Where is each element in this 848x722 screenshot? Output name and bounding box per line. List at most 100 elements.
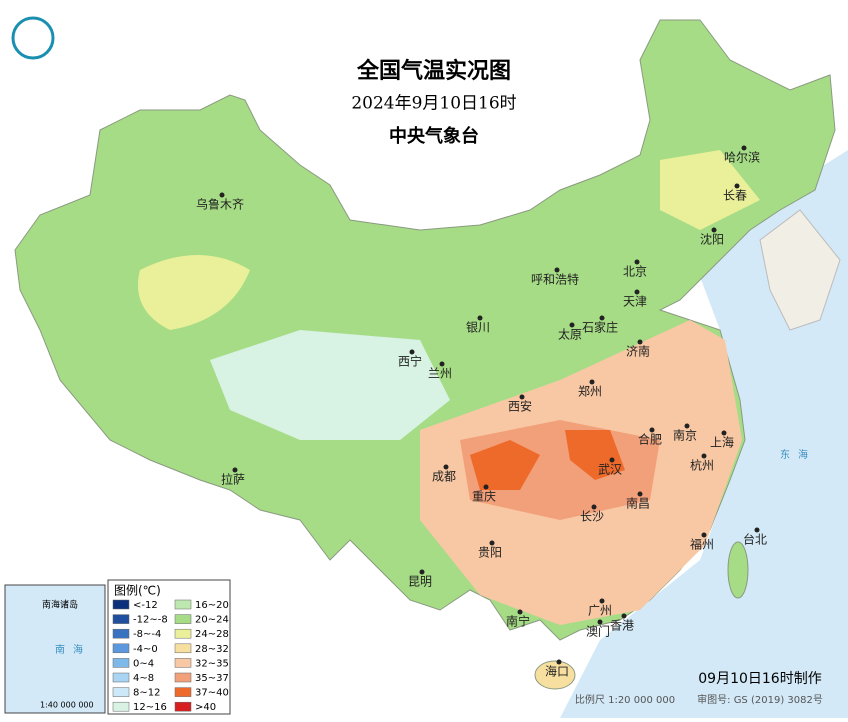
city-dot [599, 598, 605, 604]
legend-label: 37~40 [195, 688, 229, 699]
sea-label: 南海 [55, 643, 91, 656]
legend-label: 24~28 [195, 629, 229, 640]
city-label: 上海 [710, 435, 734, 450]
city-label: 福州 [690, 537, 714, 552]
temp-zone [470, 440, 540, 490]
inset [4, 584, 106, 714]
city-label: 南京 [673, 428, 697, 443]
legend-swatch [174, 614, 192, 624]
city-dot [589, 379, 595, 385]
city-dot [439, 361, 445, 367]
legend-label: 20~24 [195, 615, 229, 626]
city-dot [409, 349, 415, 355]
city-dot [477, 315, 483, 321]
approval: 审图号: GS (2019) 3082号 [697, 693, 823, 706]
city-dot [754, 527, 760, 533]
city-dot [591, 504, 597, 510]
org: 中央气象台 [389, 125, 479, 147]
taiwan [727, 541, 749, 599]
city-dot [483, 484, 489, 490]
scale: 比例尺 1:20 000 000 [575, 693, 675, 706]
inset-title: 南海诸岛 [42, 599, 78, 611]
city-dot [637, 491, 643, 497]
temp-zone [565, 430, 625, 480]
legend-swatch [174, 658, 192, 668]
city-label: 昆明 [408, 575, 432, 589]
legend-label: 28~32 [195, 644, 229, 655]
legend-label: 35~37 [195, 673, 229, 684]
city-label: 成都 [432, 470, 456, 484]
hainan [534, 660, 576, 690]
city-dot [232, 467, 238, 473]
city-label: 银川 [466, 321, 490, 335]
city-dot [637, 339, 643, 345]
legend-swatch [174, 701, 192, 712]
city-label: 重庆 [472, 490, 496, 504]
legend-swatch [112, 614, 130, 624]
city-dot [701, 532, 707, 538]
city-dot [711, 227, 717, 233]
legend-swatch [112, 658, 130, 668]
legend-swatch [112, 701, 130, 712]
city-label: 广州 [588, 604, 612, 618]
legend-items: <-12 -12~-8 -8~-4 -4~0 0~4 4~8 8~12 12~16 16~20 2… [112, 599, 229, 713]
city-label: 合肥 [638, 432, 662, 447]
city-label: 石家庄 [582, 320, 618, 335]
city-dot [634, 259, 640, 265]
city-label: 沈阳 [700, 232, 724, 247]
legend-label: 0~4 [133, 658, 154, 669]
city-label: 香港 [610, 619, 634, 633]
legend-label: 4~8 [133, 673, 154, 684]
city-label: 长沙 [580, 510, 604, 524]
temp-zone [138, 255, 250, 330]
city-label: 郑州 [578, 384, 602, 399]
city-dot [634, 289, 640, 295]
subtitle: 2024年9月10日16时 [351, 94, 516, 114]
city-label: 海口 [545, 664, 569, 679]
city-dot [701, 453, 707, 459]
legend-label: 32~35 [195, 658, 229, 669]
city-dot [517, 609, 523, 615]
city-dot [721, 430, 727, 436]
title: 全国气温实况图 [356, 58, 511, 84]
legend-swatch [174, 687, 192, 697]
legend-swatch [174, 643, 192, 654]
legend-label: -4~0 [133, 644, 158, 655]
city-dot [597, 619, 603, 625]
legend-swatch [112, 643, 130, 654]
city-label: 南昌 [626, 496, 650, 511]
city-dot [219, 192, 225, 198]
sea-label: 东海 [780, 448, 816, 461]
city-dot [419, 569, 425, 575]
legend-label: >40 [195, 702, 216, 713]
city-dot [741, 145, 747, 151]
city-dot [489, 540, 495, 546]
city-dot [621, 613, 627, 619]
legend-swatch [174, 628, 192, 639]
city-label: 哈尔滨 [724, 150, 760, 165]
city-label: 太原 [558, 327, 582, 342]
city-dot [649, 427, 655, 433]
city-label: 长春 [723, 189, 747, 203]
city-label: 武汉 [598, 463, 622, 477]
city-label: 天津 [623, 295, 647, 309]
city-label: 西宁 [398, 354, 422, 369]
city-label: 济南 [626, 344, 650, 359]
city-dot [569, 322, 575, 328]
legend-swatch [112, 687, 130, 697]
made-time: 09月10日16时制作 [698, 671, 821, 687]
city-dot [609, 457, 615, 463]
inset-scale: 1:40 000 000 [40, 701, 94, 710]
city-label: 南宁 [506, 614, 530, 629]
legend-swatch [174, 599, 192, 610]
city-dot [443, 464, 449, 470]
legend-swatch [112, 599, 130, 610]
city-label: 台北 [743, 532, 767, 547]
city-label: 贵阳 [478, 546, 502, 560]
city-label: 乌鲁木齐 [196, 197, 244, 212]
city-dot [734, 183, 740, 189]
legend-label: -8~-4 [133, 629, 161, 640]
city-label: 兰州 [428, 367, 452, 381]
